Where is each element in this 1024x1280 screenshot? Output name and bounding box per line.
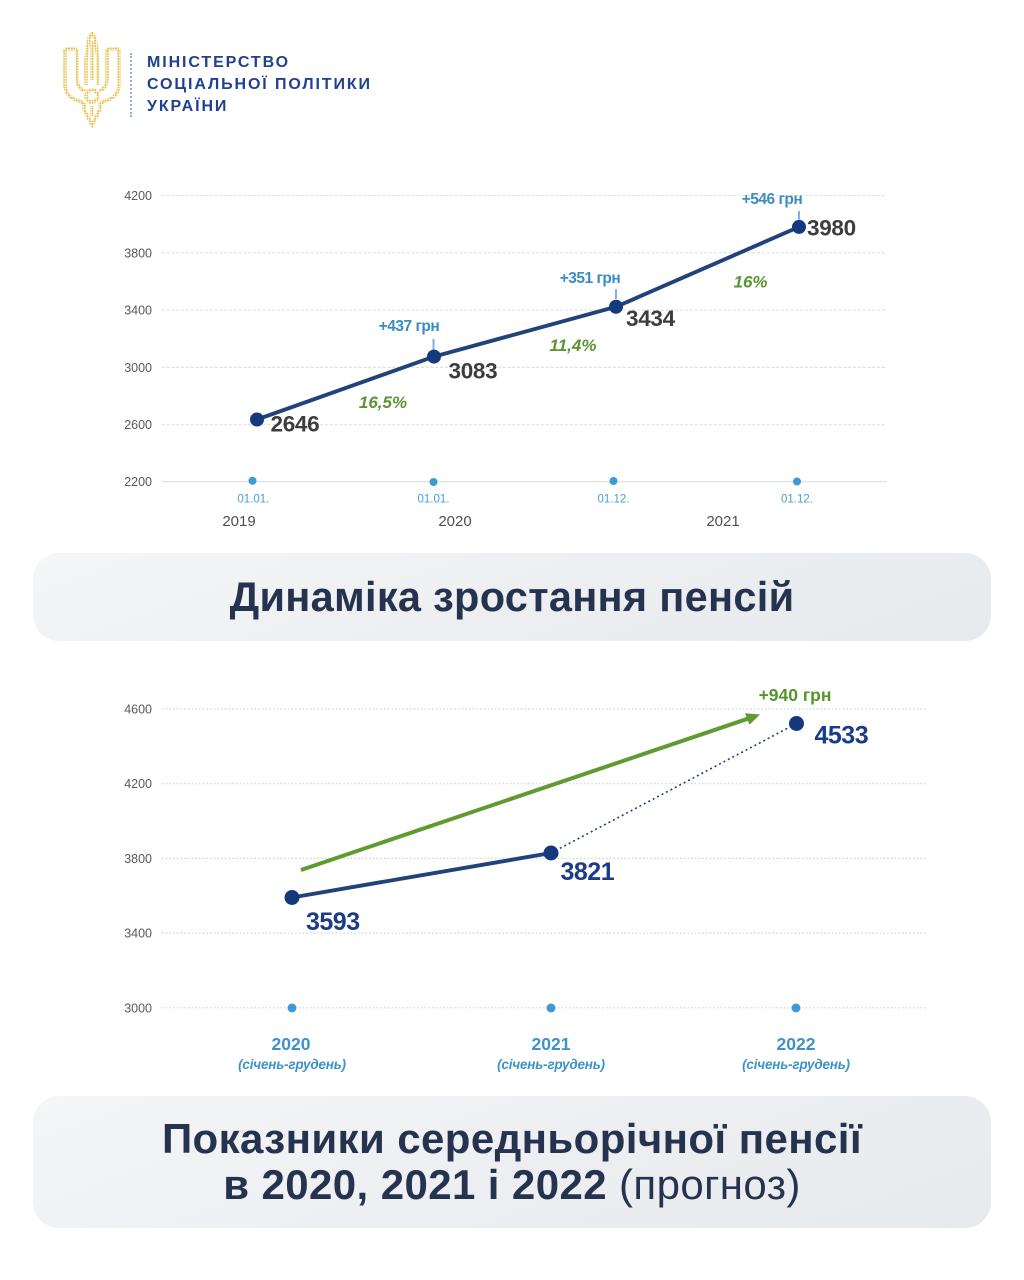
svg-text:2021: 2021 [532, 1034, 571, 1054]
svg-text:(січень-грудень): (січень-грудень) [742, 1057, 850, 1072]
svg-text:+437 грн: +437 грн [379, 318, 440, 335]
svg-text:3000: 3000 [124, 361, 152, 375]
svg-text:2022: 2022 [777, 1034, 816, 1054]
svg-text:3593: 3593 [306, 908, 360, 936]
svg-text:+940 грн: +940 грн [759, 685, 832, 705]
svg-text:2200: 2200 [124, 475, 152, 489]
svg-text:2646: 2646 [271, 412, 320, 437]
svg-text:4600: 4600 [124, 703, 152, 717]
svg-text:01.12.: 01.12. [598, 494, 630, 506]
svg-text:01.01.: 01.01. [418, 494, 450, 506]
svg-text:(січень-грудень): (січень-грудень) [238, 1057, 346, 1072]
svg-text:3083: 3083 [449, 359, 498, 384]
svg-text:2020: 2020 [272, 1034, 311, 1054]
svg-text:(січень-грудень): (січень-грудень) [497, 1057, 605, 1072]
svg-text:2020: 2020 [438, 513, 471, 530]
svg-text:+546 грн: +546 грн [742, 191, 803, 208]
svg-text:3434: 3434 [626, 306, 676, 331]
svg-text:3800: 3800 [124, 246, 152, 260]
svg-text:4200: 4200 [124, 189, 152, 203]
svg-text:4533: 4533 [815, 722, 869, 750]
svg-text:3400: 3400 [124, 927, 152, 941]
svg-text:01.01.: 01.01. [237, 494, 269, 506]
svg-text:01.12.: 01.12. [781, 494, 813, 506]
svg-text:11,4%: 11,4% [550, 336, 597, 355]
svg-text:2021: 2021 [706, 513, 739, 530]
svg-text:3980: 3980 [807, 216, 856, 241]
svg-text:2019: 2019 [222, 513, 255, 530]
svg-text:3400: 3400 [124, 304, 152, 318]
svg-text:3000: 3000 [124, 1001, 152, 1015]
svg-text:3821: 3821 [561, 858, 615, 886]
svg-text:3800: 3800 [124, 852, 152, 866]
svg-text:2600: 2600 [124, 418, 152, 432]
svg-text:+351 грн: +351 грн [560, 270, 621, 287]
svg-text:4200: 4200 [124, 777, 152, 791]
svg-text:16,5%: 16,5% [359, 393, 407, 412]
svg-text:16%: 16% [733, 273, 767, 292]
